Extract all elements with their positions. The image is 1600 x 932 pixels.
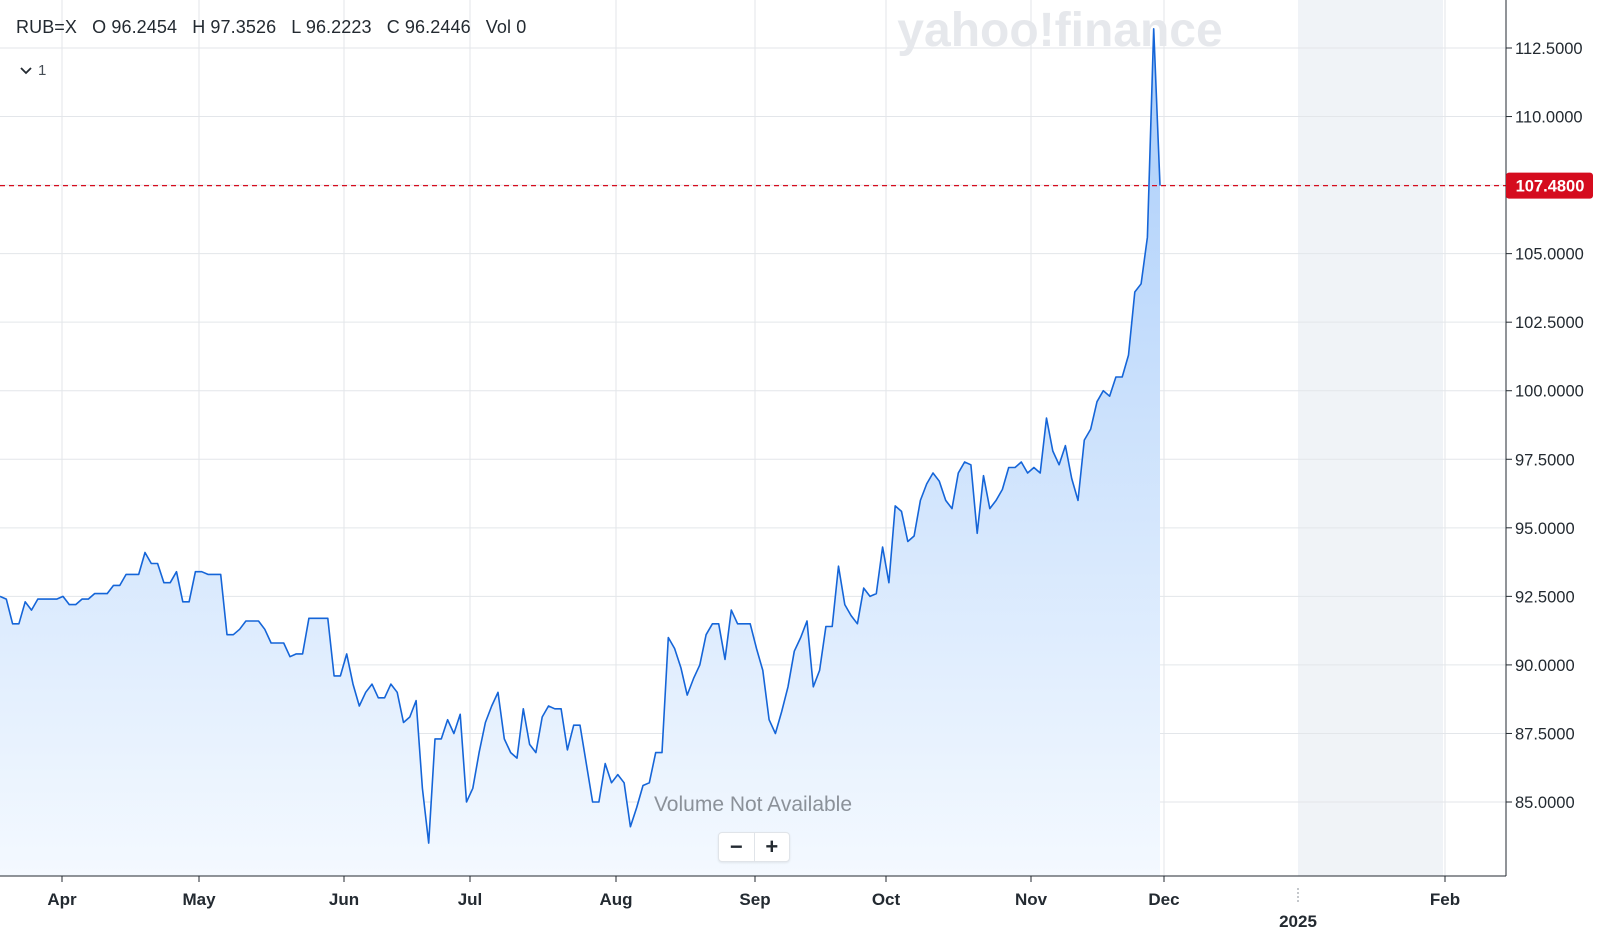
- y-tick-label: 92.5000: [1515, 588, 1575, 606]
- y-tick-label: 97.5000: [1515, 451, 1575, 469]
- price-series-line[interactable]: [0, 28, 1161, 844]
- volume-not-available-label: Volume Not Available: [654, 793, 852, 816]
- y-tick-label: 112.5000: [1515, 40, 1583, 58]
- x-tick-label: May: [182, 890, 216, 909]
- price-tag-background: [1506, 172, 1593, 199]
- volume-value: Vol 0: [485, 17, 527, 37]
- x-tick-label: Jun: [329, 890, 359, 909]
- future-period-shade: [1298, 0, 1443, 876]
- price-tag-label: 107.4800: [1516, 178, 1585, 196]
- y-tick-label: 102.5000: [1515, 314, 1584, 332]
- chevron-down-icon: [20, 66, 32, 74]
- x-tick-label: Jul: [458, 890, 483, 909]
- y-tick-label: 95.0000: [1515, 520, 1575, 538]
- x-tick-label: Sep: [739, 890, 770, 909]
- y-tick-label: 100.0000: [1515, 383, 1584, 401]
- x-tick-label: Oct: [872, 890, 901, 909]
- open-value: O 96.2454: [92, 17, 178, 37]
- y-tick-label: 110.0000: [1515, 109, 1583, 127]
- ohlc-readout: RUB=X O 96.2454 H 97.3526 L 96.2223 C 96…: [16, 17, 536, 38]
- x-tick-label: Aug: [599, 890, 632, 909]
- y-tick-label: 105.0000: [1515, 246, 1584, 264]
- low-value: L 96.2223: [291, 17, 372, 37]
- y-tick-label: 90.0000: [1515, 657, 1575, 675]
- x-tick-label: Feb: [1430, 890, 1460, 909]
- y-tick-label: 85.0000: [1515, 794, 1575, 812]
- y-tick-label: 87.5000: [1515, 725, 1575, 743]
- zoom-controls: − +: [718, 832, 790, 862]
- zoom-out-button[interactable]: −: [729, 834, 743, 859]
- zoom-in-button[interactable]: +: [753, 833, 790, 861]
- year-label: 2025: [1279, 912, 1317, 931]
- series-toggle[interactable]: 1: [20, 62, 46, 79]
- current-price-tag: 107.4800: [1506, 172, 1593, 199]
- high-value: H 97.3526: [192, 17, 277, 37]
- close-value: C 96.2446: [386, 17, 471, 37]
- x-tick-label: Dec: [1148, 890, 1179, 909]
- series-count: 1: [38, 62, 47, 79]
- x-tick-label: Nov: [1015, 890, 1048, 909]
- yahoo-finance-watermark: yahoo!finance: [897, 4, 1222, 57]
- symbol-label: RUB=X: [16, 17, 78, 37]
- x-tick-label: Apr: [47, 890, 77, 909]
- x-axis: Apr May Jun Jul Aug Sep Oct Nov Dec Feb 2025: [47, 876, 1460, 931]
- y-axis: 112.5000110.0000107.5000105.0000102.5000…: [1506, 40, 1584, 812]
- price-area-fill: [0, 28, 1160, 877]
